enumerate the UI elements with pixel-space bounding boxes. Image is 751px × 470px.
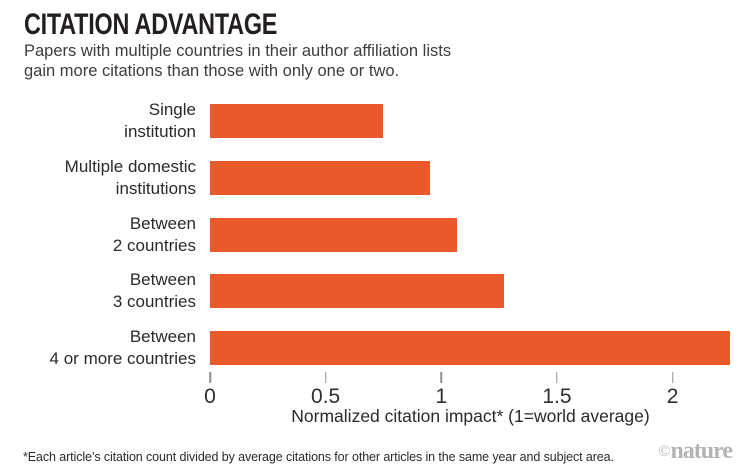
chart-subtitle: Papers with multiple countries in their … [24,42,452,80]
chart-rows: Single institution Multiple domestic inst… [0,100,751,388]
footnote: *Each article’s citation count divided b… [23,450,614,464]
category-label: Between 3 countries [112,270,196,312]
bar [210,104,384,138]
tick-mark [671,372,674,383]
tick-label: 1.5 [542,385,572,408]
tick-label: 2 [666,385,679,408]
tick-mark [556,372,558,383]
tick-mark [209,372,211,383]
bar [210,331,731,366]
tick-label: 0 [204,385,216,408]
category-label: Multiple domestic institutions [64,156,196,198]
tick-label: 1 [435,385,448,408]
chart-row: Multiple domestic institutions [0,157,751,198]
chart-row: Single institution [0,100,751,141]
tick-mark [440,372,443,383]
tick-label: 0.5 [311,385,341,408]
x-axis-title: Normalized citation impact* (1=world ave… [291,406,650,426]
nature-wordmark: nature [670,438,733,464]
x-axis: 0 0.5 1 1.5 2 [204,372,731,408]
tick-mark [324,372,327,383]
chart-title: CITATION ADVANTAGE [24,8,278,41]
chart-row: Between 2 countries [0,214,751,255]
chart-row: Between 4 or more countries [0,327,751,368]
bar [210,160,430,195]
category-label: Between 2 countries [112,213,196,255]
nature-logo: ©nature [658,438,733,465]
chart-row: Between 3 countries [0,270,751,311]
copyright-icon: © [658,443,671,460]
category-label: Between 4 or more countries [49,327,196,369]
bar [210,217,458,252]
bar [210,274,504,309]
category-label: Single institution [124,100,196,141]
